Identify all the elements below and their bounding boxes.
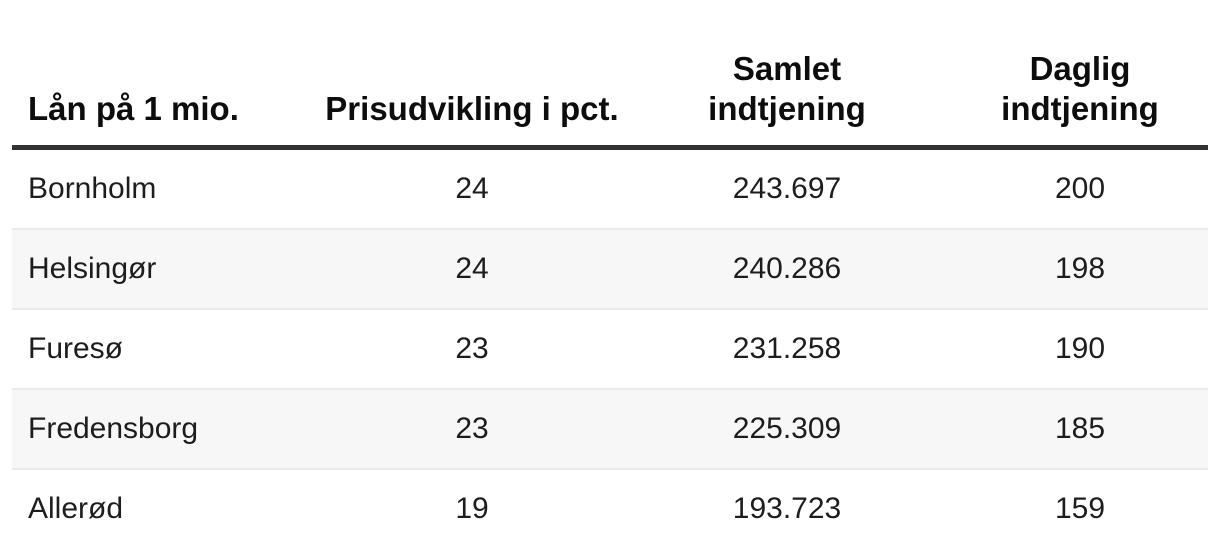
cell-prisudvikling: 23 <box>455 331 489 365</box>
cell-kommune: Allerød <box>28 491 124 525</box>
cell-prisudvikling: 24 <box>455 171 489 205</box>
column-header-prisudvikling: Prisudvikling i pct. <box>322 0 622 150</box>
table-body: Bornholm 24 243.697 200 Helsingør 24 240… <box>12 147 1208 548</box>
table-row-bornholm: Bornholm 24 243.697 200 <box>12 147 1208 229</box>
column-header-laan-paa-1-mio: Lån på 1 mio. <box>12 0 322 150</box>
cell-kommune: Furesø <box>28 331 124 365</box>
cell-daglig-indtjening: 198 <box>1054 251 1106 285</box>
cell-samlet-indtjening: 243.697 <box>732 171 842 205</box>
cell-daglig-indtjening: 185 <box>1054 411 1106 445</box>
table-row-fureso: Furesø 23 231.258 190 <box>12 308 1208 389</box>
cell-samlet-indtjening: 225.309 <box>732 411 842 445</box>
cell-samlet-indtjening: 240.286 <box>732 251 842 285</box>
table-row-allerod: Allerød 19 193.723 159 <box>12 468 1208 548</box>
cell-daglig-indtjening: 200 <box>1054 171 1106 205</box>
cell-daglig-indtjening: 159 <box>1054 491 1106 525</box>
table-header: Lån på 1 mio. Prisudvikling i pct. Samle… <box>12 0 1208 150</box>
table-row-helsingor: Helsingør 24 240.286 198 <box>12 228 1208 309</box>
cell-samlet-indtjening: 193.723 <box>732 491 842 525</box>
cell-samlet-indtjening: 231.258 <box>732 331 842 365</box>
cell-kommune: Bornholm <box>28 171 157 205</box>
cell-prisudvikling: 24 <box>455 251 489 285</box>
loan-earnings-table: Lån på 1 mio. Prisudvikling i pct. Samle… <box>12 0 1208 548</box>
table-row-fredensborg: Fredensborg 23 225.309 185 <box>12 388 1208 469</box>
cell-kommune: Fredensborg <box>28 411 199 445</box>
cell-prisudvikling: 23 <box>455 411 489 445</box>
header-row: Lån på 1 mio. Prisudvikling i pct. Samle… <box>12 0 1208 150</box>
column-header-daglig-indtjening: Daglig indtjening <box>952 0 1208 150</box>
cell-prisudvikling: 19 <box>455 491 489 525</box>
cell-kommune: Helsingør <box>28 251 157 285</box>
column-header-samlet-indtjening: Samlet indtjening <box>622 0 952 150</box>
cell-daglig-indtjening: 190 <box>1054 331 1106 365</box>
